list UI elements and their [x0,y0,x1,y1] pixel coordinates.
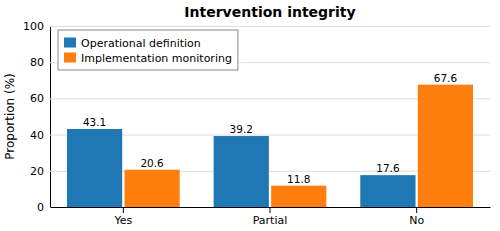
bar [360,175,415,207]
plot: 0 20 40 60 80 100 Yes Partial No 43.1 39.2 17.6 20.6… [23,20,491,227]
x-tick: Partial [253,207,288,227]
data-label: 20.6 [140,157,164,169]
bar [418,85,473,207]
legend-box [58,30,238,70]
x-tick: Yes [113,207,132,227]
x-axis: Yes Partial No [51,207,491,227]
bar-series [124,85,473,207]
bar [271,186,326,207]
chart-container: 0 20 40 60 80 100 Yes Partial No 43.1 39.2 17.6 20.6… [0,0,500,231]
y-tick-label: 20 [30,165,44,178]
data-label: 43.1 [83,116,106,128]
x-tick-mark [416,207,417,213]
y-axis-title: Proportion (%) [3,73,17,160]
bar [67,129,122,207]
bar [214,136,269,207]
chart-title: Intervention integrity [184,4,355,20]
bar-series [67,129,416,207]
legend-swatch [64,38,76,48]
x-tick: No [409,207,424,227]
legend-swatch [64,53,76,63]
data-labels: 43.1 39.2 17.6 20.6 11.8 67.6 [83,72,458,185]
x-tick-label: No [409,214,424,227]
legend-label: Operational definition [81,37,201,50]
legend: Operational definition Implementation mon… [58,30,238,70]
y-tick-label: 80 [30,56,44,69]
y-tick-label: 100 [23,20,44,33]
chart-svg: 0 20 40 60 80 100 Yes Partial No 43.1 39.2 17.6 20.6… [0,0,500,231]
legend-item: Implementation monitoring [64,52,232,65]
y-axis: 0 20 40 60 80 100 [23,20,490,214]
bars [67,85,473,207]
grid-line [50,26,490,27]
y-axis-line [51,27,491,208]
legend-item: Operational definition [64,37,201,50]
legend-label: Implementation monitoring [81,52,232,65]
data-label: 11.8 [287,173,310,185]
x-tick-label: Partial [253,214,288,227]
data-label: 67.6 [434,72,458,84]
y-tick-label: 40 [30,129,44,142]
x-tick-label: Yes [113,214,132,227]
y-tick-label: 0 [37,201,44,214]
x-tick-mark [270,207,271,213]
data-label: 39.2 [230,123,253,135]
data-label: 17.6 [376,162,400,174]
y-tick-label: 60 [30,92,44,105]
bar [124,170,179,207]
x-tick-mark [123,207,124,213]
